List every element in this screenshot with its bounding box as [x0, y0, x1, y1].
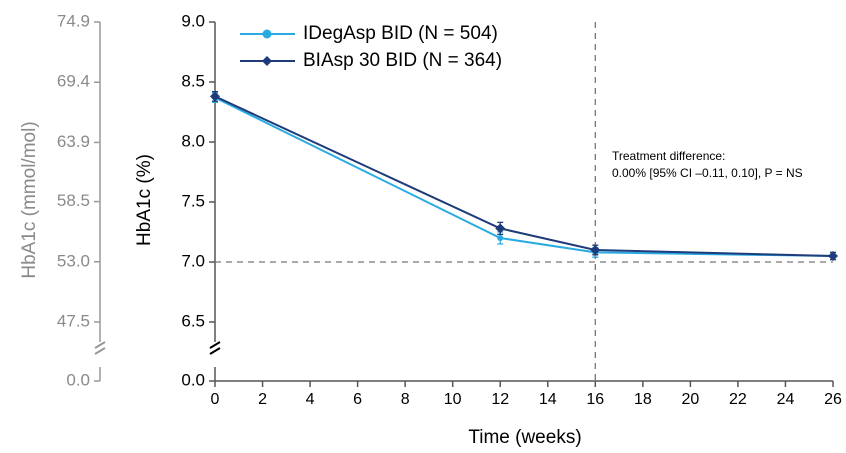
y-tick-label: 9.0: [181, 11, 205, 30]
series-line: [214, 95, 834, 257]
y-tick-label: 6.5: [181, 311, 205, 330]
y-tick-label: 0.0: [181, 370, 205, 389]
y-tick-label: 7.0: [181, 251, 205, 270]
x-tick-label: 20: [681, 391, 699, 408]
x-tick-label: 0: [211, 391, 220, 408]
y2-tick-label: 53.0: [57, 251, 90, 270]
y2-tick-label: 74.9: [57, 11, 90, 30]
legend-label: IDegAsp BID (N = 504): [303, 23, 498, 44]
y-axis-label: HbA1c (%): [134, 154, 155, 246]
annotation: Treatment difference:: [612, 149, 725, 163]
x-tick-label: 8: [401, 391, 410, 408]
marker: [828, 251, 838, 261]
annotation: 0.00% [95% CI –0.11, 0.10], P = NS: [612, 166, 803, 180]
y2-tick-label: 69.4: [57, 72, 90, 91]
legend-label: BIAsp 30 BID (N = 364): [303, 50, 502, 71]
marker: [262, 56, 272, 66]
y2-tick-label: 0.0: [66, 370, 90, 389]
y2-tick-label: 63.9: [57, 132, 90, 151]
x-tick-label: 4: [306, 391, 315, 408]
series-line: [214, 96, 834, 257]
y-tick-label: 7.5: [181, 191, 205, 210]
x-tick-label: 24: [777, 391, 795, 408]
x-tick-label: 14: [539, 391, 557, 408]
y-tick-label: 8.0: [181, 131, 205, 150]
x-tick-label: 16: [586, 391, 604, 408]
x-tick-label: 6: [353, 391, 362, 408]
x-axis-label: Time (weeks): [468, 427, 581, 448]
marker: [495, 223, 506, 234]
x-tick-label: 18: [634, 391, 652, 408]
marker: [210, 91, 220, 102]
y-tick-label: 8.5: [181, 71, 205, 90]
axis-break: [209, 341, 221, 355]
x-tick-label: 26: [824, 391, 842, 408]
marker: [497, 235, 504, 241]
x-tick-label: 2: [258, 391, 267, 408]
x-tick-label: 22: [729, 391, 747, 408]
y2-axis-label: HbA1c (mmol/mol): [19, 121, 40, 278]
y2-tick-label: 47.5: [57, 311, 90, 330]
x-tick-label: 12: [491, 391, 509, 408]
marker: [590, 245, 601, 255]
x-tick-label: 10: [444, 391, 462, 408]
y2-tick-label: 58.5: [57, 191, 90, 210]
marker: [262, 29, 272, 39]
axis-break: [94, 341, 106, 355]
